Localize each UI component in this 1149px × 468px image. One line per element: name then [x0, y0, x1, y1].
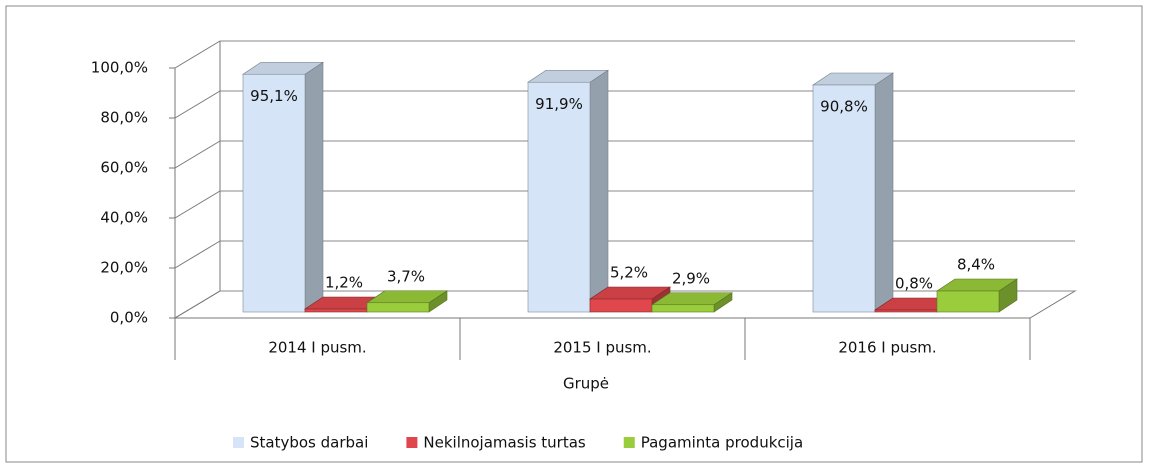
- y-tick-label: 100,0%: [91, 59, 148, 77]
- legend-swatch: [233, 437, 244, 448]
- y-tick-label: 0,0%: [110, 309, 148, 327]
- side-grid-line: [174, 40, 221, 69]
- bar: [527, 81, 591, 313]
- legend-swatch: [406, 437, 418, 448]
- side-grid-line: [174, 90, 221, 119]
- data-label: 91,9%: [535, 95, 583, 113]
- bar: [589, 298, 653, 313]
- bar: [304, 308, 368, 313]
- side-grid-line: [174, 190, 221, 219]
- bar: [812, 84, 876, 313]
- x-axis-label: Grupė: [563, 375, 609, 393]
- x-tick-label: 2014 I pusm.: [268, 339, 366, 357]
- data-label: 5,2%: [610, 264, 648, 282]
- data-label: 8,4%: [957, 256, 995, 274]
- y-tick-label: 20,0%: [100, 259, 148, 277]
- y-tick-label: 40,0%: [100, 209, 148, 227]
- legend-swatch: [623, 437, 635, 448]
- side-grid-line: [174, 140, 221, 169]
- y-tick-label: 60,0%: [100, 159, 148, 177]
- bar-side: [874, 72, 894, 313]
- legend-label: Pagaminta produkcija: [641, 434, 803, 452]
- side-grid-line: [174, 240, 221, 269]
- data-label: 1,2%: [325, 274, 363, 292]
- bar: [936, 290, 1000, 313]
- data-label: 2,9%: [672, 269, 710, 287]
- data-label: 90,8%: [820, 98, 868, 116]
- side-grid-line: [174, 290, 221, 319]
- bar: [242, 73, 306, 313]
- x-tick-label: 2016 I pusm.: [838, 339, 936, 357]
- data-label: 3,7%: [387, 267, 425, 285]
- data-label: 95,1%: [250, 87, 298, 105]
- legend-label: Statybos darbai: [250, 434, 368, 452]
- bar-side: [589, 69, 609, 313]
- data-label: 0,8%: [895, 275, 933, 293]
- x-tick-label: 2015 I pusm.: [553, 339, 651, 357]
- bar: [651, 304, 715, 313]
- legend-label: Nekilnojamasis turtas: [423, 434, 586, 452]
- bar-side: [304, 61, 324, 313]
- bar: [366, 302, 430, 313]
- bar: [874, 309, 938, 313]
- y-tick-label: 80,0%: [100, 109, 148, 127]
